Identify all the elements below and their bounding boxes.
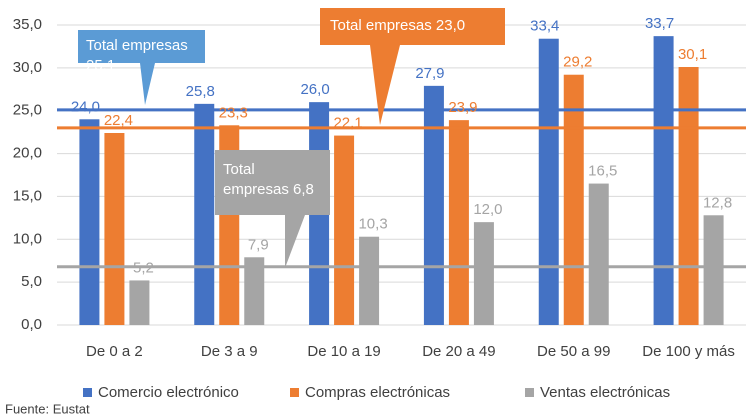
bar (244, 257, 265, 325)
bar (473, 222, 494, 325)
data-label: 12,8 (703, 194, 732, 211)
data-label: 5,2 (133, 259, 154, 276)
legend-swatch (525, 388, 534, 397)
data-label: 16,5 (588, 163, 617, 180)
data-label: 22,4 (104, 112, 133, 129)
callout-gray (215, 150, 330, 268)
bar (194, 103, 215, 325)
bars (79, 36, 724, 326)
data-label: 26,0 (300, 81, 329, 98)
data-label: 23,3 (219, 104, 248, 121)
y-tick-label: 5,0 (21, 273, 42, 290)
bar (563, 74, 584, 325)
y-tick-label: 35,0 (13, 16, 42, 33)
data-label: 33,4 (530, 18, 559, 35)
bar (678, 67, 699, 325)
y-tick-label: 30,0 (13, 59, 42, 76)
labels: 0,0 5,0 10,0 15,0 20,0 25,0 30,0 35,0 24,0 25,8 26… (13, 15, 735, 401)
legend-label: Compras electrónicas (305, 384, 450, 401)
bar (703, 215, 724, 325)
legend-label: Ventas electrónicas (540, 384, 670, 401)
bar (588, 183, 609, 325)
bar (104, 133, 125, 325)
data-label: 24,0 (71, 98, 100, 115)
y-tick-label: 0,0 (21, 316, 42, 333)
data-label: 30,1 (678, 46, 707, 63)
bar (448, 120, 469, 326)
bar (359, 236, 380, 325)
legend-swatch (83, 388, 92, 397)
bar (423, 85, 444, 325)
callout-text: Total empresas 23,0 (330, 17, 466, 34)
source: Fuente: Eustat (5, 401, 90, 416)
callout-text: Total empresas 25,1 (86, 37, 188, 74)
x-tick-label: De 0 a 2 (86, 343, 143, 360)
bar (653, 36, 674, 326)
x-tick-label: De 100 y más (642, 343, 735, 360)
y-tick-label: 15,0 (13, 187, 42, 204)
data-label: 22,1 (333, 115, 362, 132)
data-label: 27,9 (415, 65, 444, 82)
legend-swatch (290, 388, 299, 397)
bar (129, 280, 150, 325)
x-tick-label: De 50 a 99 (537, 343, 610, 360)
reference-lines (57, 108, 746, 269)
x-tick-label: De 10 a 19 (307, 343, 380, 360)
data-label: 25,8 (186, 83, 215, 100)
y-tick-label: 20,0 (13, 145, 42, 162)
x-tick-label: De 3 a 9 (201, 343, 258, 360)
data-label: 10,3 (358, 216, 387, 233)
data-label: 12,0 (473, 201, 502, 218)
bar (79, 119, 100, 326)
bar (334, 135, 355, 325)
data-label: 29,2 (563, 54, 592, 71)
y-tick-label: 25,0 (13, 102, 42, 119)
data-label: 7,9 (248, 236, 269, 253)
callout-blue (78, 30, 205, 105)
bar (538, 38, 559, 325)
callout-orange (320, 8, 505, 125)
legend-label: Comercio electrónico (98, 384, 239, 401)
x-tick-label: De 20 a 49 (422, 343, 495, 360)
data-label: 23,9 (448, 99, 477, 116)
y-tick-label: 10,0 (13, 230, 42, 247)
callout-text: Total empresas 6,8 (223, 161, 314, 198)
data-label: 33,7 (645, 15, 674, 32)
